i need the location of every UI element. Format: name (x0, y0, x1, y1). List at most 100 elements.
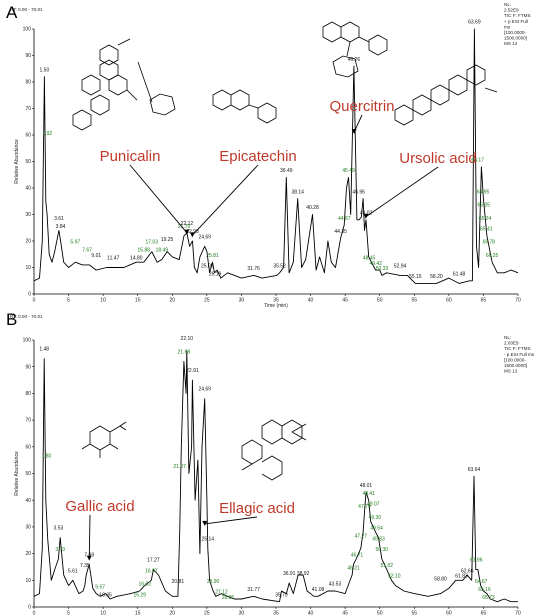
peak-label: 49.07 (367, 502, 380, 508)
acquisition-info-line: + p ESI Full (504, 19, 528, 24)
x-tick-label: 15 (135, 611, 141, 615)
peak-label: 24.69 (198, 387, 211, 393)
peak-label: 46.71 (351, 552, 364, 558)
peak-label: 65.41 (480, 226, 493, 232)
ursolic-acid-structure-icon (394, 64, 498, 126)
peak-label: 47.79 (358, 504, 371, 510)
compound-callout: Punicalin (100, 148, 161, 165)
tic-trace (33, 28, 519, 284)
compound-callout: Ursolic acid (399, 150, 477, 167)
peak-label: 3.79 (55, 547, 65, 553)
chromatogram-panel-b: 0 10 20 30 40 50 60 70 80 90 100 0 5 10 15 20 25 30 35 40 45… (14, 335, 535, 615)
x-tick-label: 35 (273, 298, 279, 304)
peak-label: 45.49 (342, 168, 355, 174)
x-tick-label: 35 (273, 611, 279, 615)
peak-label: 49.42 (369, 261, 382, 267)
peak-label: 63.64 (468, 467, 481, 473)
y-tick-label: 30 (25, 212, 31, 218)
peak-label: 22.12 (181, 221, 194, 227)
acquisition-info-line: ms (504, 24, 511, 29)
y-axis-label: Relative Abundance (14, 139, 20, 184)
x-tick-label: 65 (481, 611, 487, 615)
peak-label: 46.21 (347, 566, 360, 572)
peak-label: 48.45 (363, 256, 376, 262)
peak-label: 49.83 (372, 536, 385, 542)
compound-callout: Quercitrin (329, 98, 394, 115)
x-axis-label: Time (min) (264, 303, 288, 309)
acquisition-info-line: [100.0000- (504, 30, 526, 35)
compound-callout: Epicatechin (219, 148, 297, 165)
peak-label: 22.93 (186, 229, 199, 235)
peak-label: 44.35 (334, 229, 347, 235)
peak-label: 41.08 (312, 587, 325, 593)
x-tick-label: 10 (100, 611, 106, 615)
y-tick-label: 60 (25, 133, 31, 139)
x-tick-label: 20 (170, 611, 176, 615)
rt-header-a: RT: 0.00 - 70.01 (10, 7, 43, 12)
peak-label: 46.96 (352, 189, 365, 195)
y-tick-label: 40 (25, 498, 31, 504)
peak-label: 25.81 (206, 253, 219, 259)
peak-label: 24.69 (198, 234, 211, 240)
peak-label: 1.92 (42, 131, 52, 137)
peak-label: 9.57 (95, 584, 105, 590)
peak-label: 21.07 (173, 464, 186, 470)
peak-label: 48.02 (360, 211, 373, 217)
y-tick-label: 40 (25, 186, 31, 192)
peak-label: 14.80 (130, 256, 143, 262)
peak-label: 65.73 (482, 595, 495, 601)
y-tick-label: 20 (25, 551, 31, 557)
x-tick-label: 30 (239, 298, 245, 304)
peak-label: 26.19 (209, 271, 222, 277)
callout-arrow (365, 166, 439, 218)
x-tick-label: 5 (67, 298, 70, 304)
peak-label: 52.10 (388, 574, 401, 580)
callout-arrow (129, 164, 188, 233)
peak-label: 44.87 (338, 216, 351, 222)
y-tick-label: 50 (25, 471, 31, 477)
peak-label: 49.30 (369, 515, 382, 521)
quercitrin-structure-icon (322, 21, 388, 78)
peak-label: 63.69 (468, 20, 481, 26)
x-tick-label: 0 (33, 298, 36, 304)
x-tick-label: 60 (446, 298, 452, 304)
peak-label: 36.49 (280, 168, 293, 174)
peak-label: 50.30 (376, 547, 389, 553)
peak-label: 51.02 (381, 563, 394, 569)
tic-trace (33, 350, 518, 603)
callout-arrow (88, 514, 91, 559)
acquisition-info-line: MS 12 (504, 369, 518, 374)
compound-callout: Ellagic acid (219, 500, 295, 517)
x-tick-label: 30 (239, 611, 245, 615)
peak-label: 10.35 (99, 592, 112, 598)
x-tick-label: 40 (308, 298, 314, 304)
x-tick-label: 70 (515, 611, 521, 615)
peak-label: 22.10 (181, 336, 194, 342)
y-tick-label: 10 (25, 265, 31, 271)
arrow-head-icon (184, 229, 190, 235)
y-tick-label: 0 (28, 605, 31, 611)
x-tick-label: 65 (481, 298, 487, 304)
x-tick-label: 10 (100, 298, 106, 304)
peak-label: 64.67 (475, 579, 488, 585)
x-tick-label: 50 (377, 298, 383, 304)
peak-label: 17.27 (147, 558, 160, 564)
callout-arrow (192, 164, 259, 236)
y-tick-label: 80 (25, 80, 31, 86)
peak-label: 49.54 (370, 526, 383, 532)
peak-label: 15.88 (138, 248, 151, 254)
peak-label: 65.24 (479, 216, 492, 222)
acquisition-info-line: NL: (504, 335, 511, 340)
x-tick-label: 50 (377, 611, 383, 615)
peak-label: 35.52 (273, 264, 286, 270)
acquisition-info-line: 1500.0000] (504, 363, 527, 368)
peak-label: 1.80 (42, 453, 52, 459)
peak-label: 64.95 (477, 189, 490, 195)
peak-label: 21.68 (178, 349, 191, 355)
peak-label: 3.61 (54, 216, 64, 222)
peak-label: 3.53 (54, 526, 64, 532)
peak-label: 3.84 (56, 224, 66, 230)
peak-label: 61.83 (455, 574, 468, 580)
gallic-acid-structure-icon (81, 421, 127, 458)
peak-label: 7.35 (80, 563, 90, 569)
